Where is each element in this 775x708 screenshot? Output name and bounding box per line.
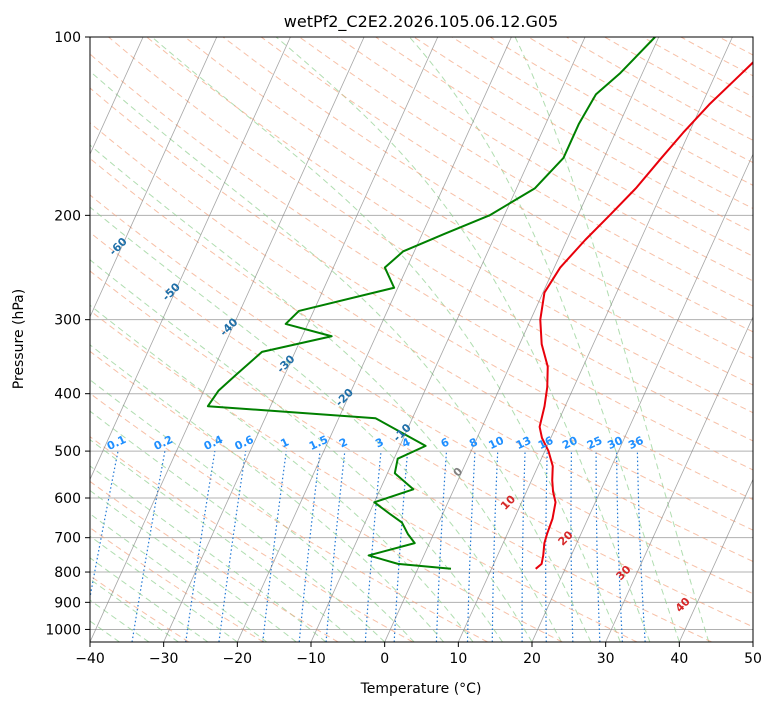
x-tick-label: 0 — [380, 651, 389, 667]
isotherm-gridlines — [90, 37, 753, 642]
x-tick-label: −10 — [296, 651, 326, 667]
isotherm-line — [678, 478, 753, 642]
moist-adiabat-line — [90, 70, 592, 642]
y-tick-label: 400 — [54, 387, 81, 403]
moist-adiabat-line — [151, 37, 621, 642]
isotherm-line — [90, 37, 365, 642]
y-tick-label: 600 — [54, 491, 81, 507]
dry-adiabat-line — [90, 309, 638, 642]
mixing-ratio-line — [364, 451, 382, 642]
mixing-ratio-label: 25 — [585, 434, 604, 452]
moist-adiabat-line — [90, 489, 297, 642]
isotherm-line — [384, 37, 660, 642]
y-tick-label: 100 — [54, 30, 81, 46]
isotherm-line — [310, 37, 586, 642]
isotherm-line — [457, 37, 733, 642]
moist-adiabat-line — [275, 37, 651, 642]
isotherm-line — [90, 37, 218, 318]
moist-adiabat-line — [90, 259, 503, 642]
moist-adiabat-line — [90, 304, 474, 642]
x-tick-label: 40 — [670, 651, 688, 667]
x-axis-ticks: −40 −30 −20 −10 0 10 20 30 40 50 — [75, 642, 762, 667]
temperature-line — [535, 61, 753, 570]
dry-adiabat-line — [90, 480, 339, 642]
x-axis-label: Temperature (°C) — [360, 681, 482, 697]
isotherm-line — [605, 315, 753, 642]
moist-adiabat-line — [90, 599, 150, 642]
isotherm-line — [90, 37, 144, 156]
x-tick-label: 10 — [449, 651, 467, 667]
y-tick-label: 900 — [54, 595, 81, 611]
mixing-ratio-label: 10 — [487, 434, 507, 452]
moist-adiabat-line — [409, 37, 680, 642]
isotherm-line — [90, 37, 291, 481]
moist-adiabat-line — [90, 206, 533, 642]
mixing-ratio-line — [185, 451, 216, 642]
y-axis-ticks: 100 200 300 400 500 600 700 800 900 1000 — [45, 30, 90, 638]
moist-adiabat-line — [90, 557, 209, 642]
isotherm-line — [236, 37, 512, 642]
dry-adiabat-line — [299, 37, 753, 307]
chart-title: wetPf2_C2E2.2026.105.06.12.G05 — [284, 12, 558, 32]
x-tick-label: −30 — [149, 651, 179, 667]
moist-adiabat-line — [90, 410, 386, 642]
mixing-ratio-label: 13 — [514, 434, 533, 452]
moist-adiabat-line — [90, 578, 179, 642]
mixing-ratio-label: 36 — [626, 434, 646, 452]
mixing-ratio-lines — [90, 450, 646, 642]
dry-adiabat-line — [90, 87, 753, 501]
isotherm-line — [531, 153, 753, 642]
dry-adiabat-line — [108, 37, 753, 442]
mixing-ratio-line — [262, 451, 287, 642]
y-tick-label: 700 — [54, 531, 81, 547]
dry-adiabat-line — [90, 122, 753, 531]
mixing-ratio-line — [298, 451, 321, 642]
dry-adiabat-line — [90, 231, 753, 628]
mixing-ratio-label: 16 — [536, 434, 556, 452]
y-tick-label: 500 — [54, 444, 81, 460]
mixing-ratio-label: 30 — [605, 434, 625, 452]
isotherm-line — [163, 37, 439, 642]
mixing-ratio-line — [218, 451, 247, 642]
x-tick-label: −40 — [75, 651, 105, 667]
moist-adiabat-line — [90, 144, 562, 642]
y-tick-label: 200 — [54, 208, 81, 224]
y-tick-label: 800 — [54, 565, 81, 581]
moist-adiabat-line — [90, 439, 356, 642]
dry-adiabat-line — [90, 350, 563, 642]
y-axis-label: Pressure (hPa) — [11, 289, 27, 389]
x-tick-label: 50 — [744, 651, 762, 667]
mixing-ratio-label: 20 — [560, 434, 580, 452]
plot-frame — [89, 36, 754, 643]
y-tick-label: 300 — [54, 313, 81, 329]
x-tick-label: 30 — [597, 651, 615, 667]
dewpoint-line — [206, 37, 656, 570]
dry-adiabat-line — [146, 37, 753, 414]
moist-adiabat-line — [90, 513, 268, 642]
x-tick-label: −20 — [223, 651, 253, 667]
dry-adiabat-line — [90, 194, 753, 595]
dry-adiabat-line — [260, 37, 753, 333]
x-tick-label: 20 — [523, 651, 541, 667]
moist-adiabat-line — [90, 379, 415, 642]
profile-series — [206, 37, 753, 570]
mixing-ratio-line — [325, 451, 346, 642]
moist-adiabat-line — [90, 465, 327, 642]
dry-adiabat-line — [90, 436, 414, 642]
y-tick-label: 1000 — [45, 622, 81, 638]
